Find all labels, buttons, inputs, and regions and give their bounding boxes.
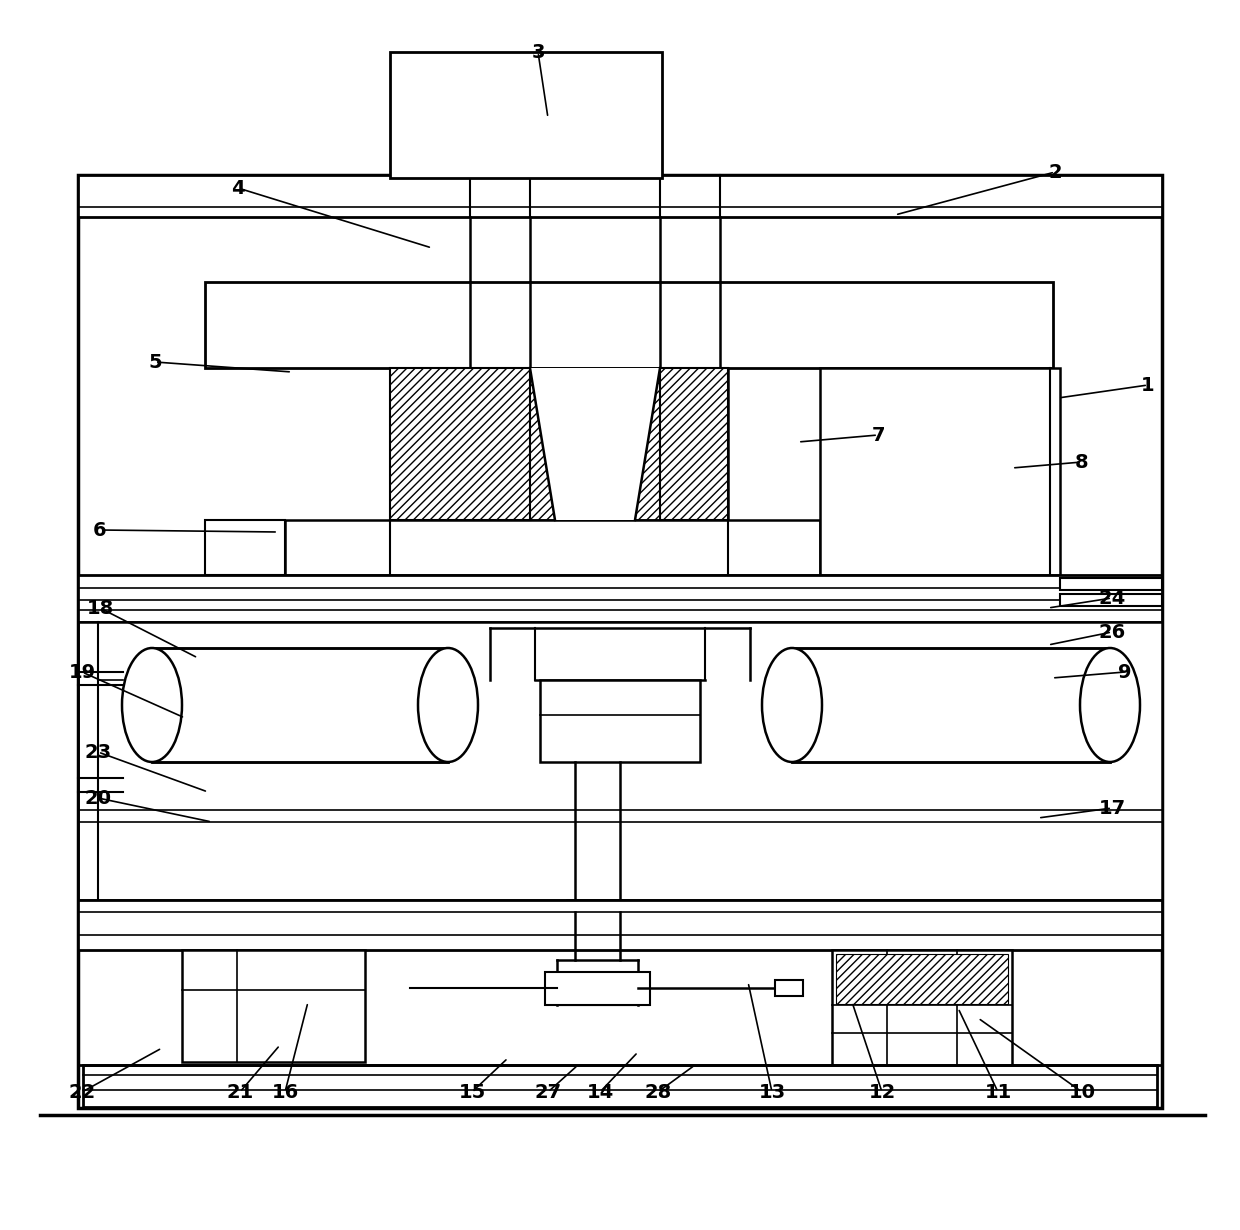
Text: 1: 1	[1141, 375, 1154, 395]
Bar	[391, 52, 662, 178]
Bar	[182, 950, 365, 1061]
Bar	[775, 980, 804, 996]
Text: 17: 17	[1099, 798, 1126, 818]
Text: 16: 16	[272, 1082, 299, 1102]
Text: 8: 8	[1075, 453, 1089, 471]
Polygon shape	[391, 368, 529, 520]
Bar	[153, 648, 448, 763]
Bar	[78, 574, 1162, 622]
Text: 12: 12	[868, 1082, 895, 1102]
Bar	[83, 1065, 1157, 1107]
Text: 2: 2	[1048, 162, 1061, 182]
Bar	[391, 368, 728, 520]
Bar	[78, 622, 1162, 900]
Text: 13: 13	[759, 1082, 786, 1102]
Bar	[792, 648, 1110, 763]
Bar	[832, 950, 1012, 1068]
Polygon shape	[660, 368, 728, 520]
Text: 14: 14	[587, 1082, 614, 1102]
Text: 19: 19	[68, 663, 95, 681]
Bar	[1060, 594, 1162, 606]
Bar	[820, 368, 1060, 574]
Bar	[539, 680, 701, 763]
Text: 10: 10	[1069, 1082, 1095, 1102]
Text: 6: 6	[93, 520, 107, 540]
Text: 22: 22	[68, 1082, 95, 1102]
Text: 27: 27	[534, 1082, 562, 1102]
Text: 11: 11	[985, 1082, 1012, 1102]
Text: 3: 3	[531, 43, 544, 62]
Text: 20: 20	[84, 788, 112, 808]
Bar	[285, 520, 820, 574]
Text: 28: 28	[645, 1082, 672, 1102]
Text: 9: 9	[1118, 663, 1132, 681]
Bar	[78, 175, 1162, 1108]
Bar	[205, 282, 1053, 368]
Text: 21: 21	[227, 1082, 254, 1102]
Ellipse shape	[122, 648, 182, 763]
Text: 26: 26	[1099, 622, 1126, 642]
Ellipse shape	[418, 648, 477, 763]
Polygon shape	[529, 368, 660, 520]
Text: 5: 5	[149, 353, 161, 371]
Bar	[1060, 578, 1162, 590]
Text: 23: 23	[84, 743, 112, 761]
Text: 15: 15	[459, 1082, 486, 1102]
Bar	[205, 520, 285, 574]
Bar	[78, 900, 1162, 950]
Text: 18: 18	[87, 599, 114, 617]
Ellipse shape	[1080, 648, 1140, 763]
Text: 24: 24	[1099, 588, 1126, 608]
Bar	[546, 972, 650, 1005]
Bar	[78, 175, 1162, 216]
Bar	[836, 954, 1008, 1004]
Ellipse shape	[763, 648, 822, 763]
Text: 7: 7	[872, 426, 885, 444]
Text: 4: 4	[231, 178, 244, 198]
